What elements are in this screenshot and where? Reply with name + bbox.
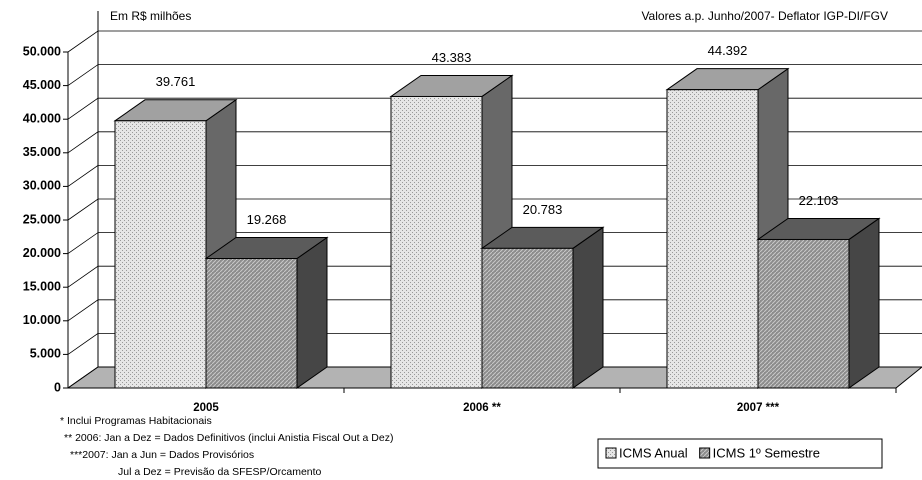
x-tick-label: 2006 ** [463, 402, 501, 414]
legend-box [597, 438, 883, 469]
x-tick-label: 2007 *** [737, 402, 780, 414]
bar-front [666, 89, 759, 389]
y-tick-label: 30.000 [23, 179, 61, 193]
bar [204, 236, 329, 389]
legend-swatch [699, 447, 711, 459]
bar-front [757, 238, 850, 389]
bar-side [296, 236, 328, 389]
y-tick-label: 40.000 [23, 111, 61, 125]
y-tick-label: 25.000 [23, 212, 61, 226]
y-tick-label: 45.000 [23, 78, 61, 92]
bar [480, 226, 605, 389]
legend-swatch [605, 447, 617, 459]
grid-line [67, 299, 922, 322]
note: * Inclui Programas Habitacionais [60, 415, 212, 427]
legend-label: ICMS Anual [619, 445, 688, 460]
grid-line [67, 232, 922, 254]
value-label: 20.783 [523, 202, 563, 217]
grid-line [67, 131, 922, 154]
bar [756, 217, 881, 389]
y-tick-label: 20.000 [23, 246, 61, 260]
legend: ICMS Anual ICMS 1º Semestre [597, 438, 883, 469]
grid-line [67, 30, 922, 53]
grid-line [67, 97, 922, 120]
value-label: 43.383 [432, 50, 472, 65]
x-tick-label: 2005 [193, 402, 219, 414]
bar [113, 98, 238, 389]
bar-front [481, 247, 574, 389]
unit-note: Em R$ milhões [110, 9, 191, 23]
y-tick-label: 10.000 [23, 313, 61, 327]
value-label: 19.268 [247, 212, 287, 227]
grid-line [67, 165, 922, 187]
subtitle: Valores a.p. Junho/2007- Deflator IGP-DI… [641, 9, 888, 23]
bar-front [114, 120, 207, 389]
bar-front [205, 258, 298, 389]
value-label: 44.392 [708, 43, 748, 58]
grid-line [67, 333, 922, 355]
note: ** 2006: Jan a Dez = Dados Definitivos (… [64, 432, 393, 444]
bar-front [390, 95, 483, 389]
grid-line [67, 265, 922, 288]
bar [665, 67, 790, 389]
value-label: 22.103 [799, 193, 839, 208]
legend-label: ICMS 1º Semestre [713, 445, 820, 460]
y-tick-label: 5.000 [30, 347, 61, 361]
grid-line [67, 64, 922, 86]
y-tick-label: 15.000 [23, 279, 61, 293]
y-tick-label: 35.000 [23, 145, 61, 159]
note: Jul a Dez = Previsão da SFESP/Orcamento [118, 466, 322, 478]
note: ***2007: Jan a Jun = Dados Provisórios [70, 449, 254, 461]
grid-line [67, 198, 922, 221]
value-label: 39.761 [156, 74, 196, 89]
y-tick-label: 0 [54, 380, 61, 394]
bar-side [848, 217, 880, 389]
y-tick-label: 50.000 [23, 44, 61, 58]
bar-side [572, 226, 604, 389]
